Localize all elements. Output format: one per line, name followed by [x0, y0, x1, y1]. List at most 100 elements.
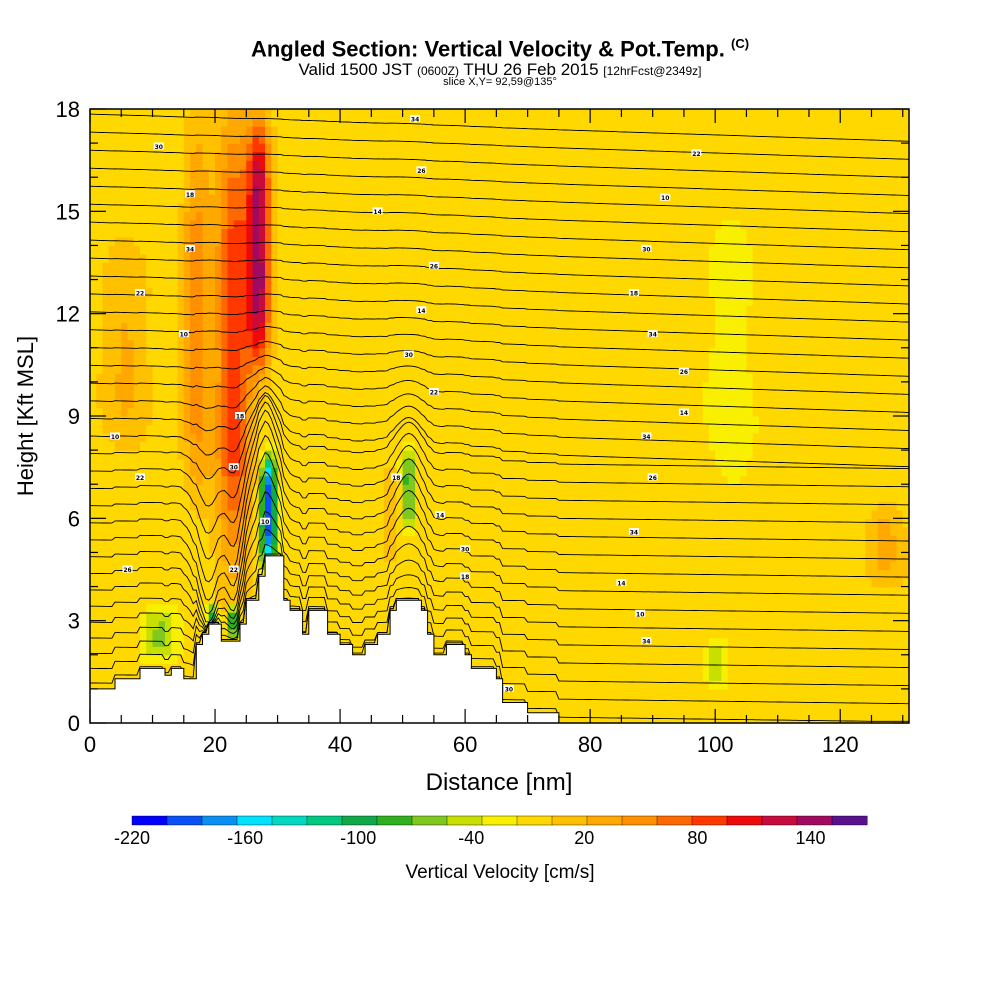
field-cell: [271, 373, 279, 383]
field-cell: [271, 296, 279, 306]
field-cell: [352, 586, 360, 596]
field-cell: [358, 569, 366, 579]
field-cell: [333, 543, 341, 554]
field-cell: [102, 450, 110, 460]
field-cell: [465, 595, 472, 605]
field-cell: [415, 458, 422, 468]
field-cell: [340, 441, 347, 451]
field-cell: [415, 390, 422, 400]
field-cell: [158, 313, 166, 323]
field-cell: [196, 416, 204, 426]
field-cell: [421, 484, 429, 494]
field-cell: [90, 134, 97, 144]
field-cell: [102, 441, 110, 451]
field-cell: [508, 373, 516, 383]
field-cell: [158, 228, 166, 238]
field-cell: [371, 219, 379, 229]
field-cell: [296, 296, 304, 306]
field-cell: [502, 671, 510, 681]
field-cell: [165, 168, 172, 178]
field-cell: [252, 330, 260, 340]
field-cell: [258, 143, 266, 153]
field-cell: [365, 552, 372, 562]
field-cell: [352, 151, 360, 161]
field-cell: [246, 535, 254, 545]
field-cell: [346, 578, 354, 588]
field-cell: [208, 151, 216, 161]
field-cell: [127, 603, 135, 613]
field-cell: [283, 271, 291, 281]
field-cell: [146, 305, 154, 315]
field-cell: [252, 595, 260, 605]
field-cell: [340, 347, 347, 357]
field-cell: [233, 126, 241, 136]
field-cell: [452, 484, 460, 494]
field-cell: [146, 433, 154, 443]
field-cell: [296, 424, 304, 434]
field-cell: [121, 518, 129, 528]
field-cell: [277, 535, 285, 545]
field-cell: [315, 245, 322, 255]
field-cell: [152, 228, 160, 238]
field-cell: [508, 560, 516, 571]
field-cell: [127, 151, 135, 161]
field-cell: [452, 245, 460, 255]
field-cell: [352, 620, 360, 630]
field-cell: [308, 492, 316, 502]
field-cell: [171, 501, 179, 511]
field-cell: [221, 373, 229, 383]
field-cell: [496, 416, 504, 426]
field-cell: [340, 433, 347, 443]
field-cell: [221, 407, 229, 417]
field-cell: [140, 134, 147, 144]
field-cell: [308, 416, 316, 426]
field-cell: [477, 364, 485, 374]
field-cell: [446, 211, 454, 221]
field-cell: [296, 569, 304, 579]
field-cell: [346, 109, 354, 119]
field-cell: [108, 168, 116, 178]
field-cell: [440, 151, 447, 161]
field-cell: [108, 578, 116, 588]
field-cell: [252, 518, 260, 528]
field-cell: [321, 433, 329, 443]
field-cell: [196, 202, 204, 212]
field-cell: [102, 211, 110, 221]
field-cell: [121, 143, 129, 153]
field-cell: [277, 271, 285, 281]
field-cell: [477, 143, 485, 153]
field-cell: [140, 356, 147, 366]
field-cell: [190, 117, 197, 127]
field-cell: [290, 279, 297, 289]
field-cell: [296, 271, 304, 281]
field-cell: [240, 253, 247, 264]
field-cell: [183, 569, 191, 579]
field-cell: [471, 467, 479, 477]
field-cell: [102, 475, 110, 485]
field-cell: [183, 637, 191, 647]
field-cell: [346, 629, 354, 639]
field-cell: [277, 109, 285, 119]
field-cell: [215, 509, 222, 519]
field-cell: [165, 151, 172, 161]
field-cell: [277, 143, 285, 153]
field-cell: [165, 501, 172, 511]
field-cell: [290, 433, 297, 443]
field-cell: [102, 416, 110, 426]
field-cell: [390, 535, 397, 545]
field-cell: [352, 603, 360, 613]
field-cell: [121, 424, 129, 434]
field-cell: [421, 194, 429, 204]
field-cell: [208, 373, 216, 383]
field-cell: [133, 560, 141, 571]
field-cell: [483, 202, 491, 212]
field-cell: [490, 509, 497, 519]
field-cell: [271, 364, 279, 374]
field-cell: [258, 236, 266, 247]
field-cell: [227, 322, 235, 332]
field-cell: [508, 228, 516, 238]
field-cell: [452, 603, 460, 613]
field-cell: [165, 143, 172, 153]
field-cell: [340, 509, 347, 519]
field-cell: [158, 535, 166, 545]
